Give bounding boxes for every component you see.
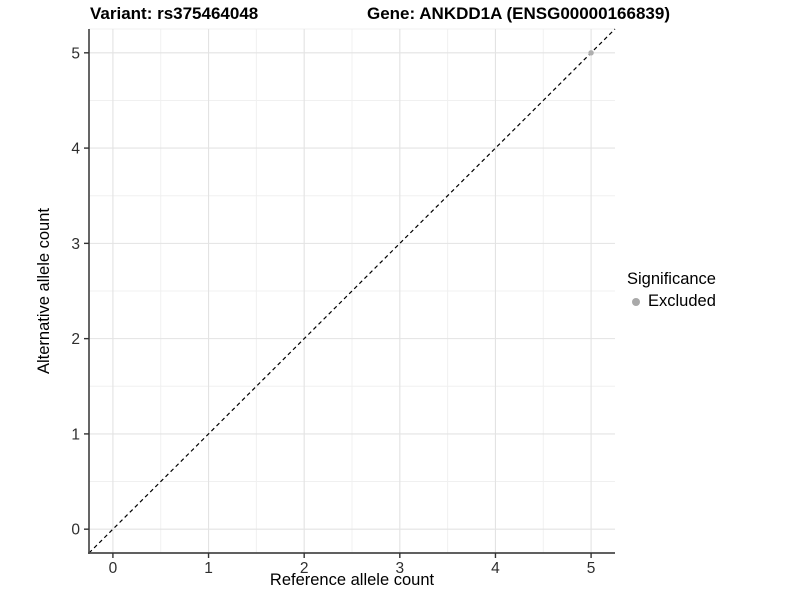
legend-items: Excluded xyxy=(627,292,716,311)
y-tick-label: 4 xyxy=(71,141,80,158)
x-tick-label: 3 xyxy=(396,560,405,577)
y-axis-title: Alternative allele count xyxy=(35,208,53,375)
x-axis-title: Reference allele count xyxy=(269,571,435,589)
y-tick-label: 0 xyxy=(71,522,80,539)
legend: Significance Excluded xyxy=(627,270,716,311)
y-tick-label: 5 xyxy=(71,45,80,62)
x-tick-label: 0 xyxy=(109,560,118,577)
legend-title: Significance xyxy=(627,270,716,288)
variant-title: Variant: rs375464048 xyxy=(90,4,259,23)
legend-item-excluded: Excluded xyxy=(627,292,716,311)
y-tick-label: 3 xyxy=(71,236,80,253)
x-tick-label: 1 xyxy=(204,560,213,577)
x-tick-label: 2 xyxy=(300,560,309,577)
legend-point-marker-icon xyxy=(632,298,640,306)
y-tick-label: 2 xyxy=(71,331,80,348)
y-tick-label: 1 xyxy=(71,426,80,443)
gene-title: Gene: ANKDD1A (ENSG00000166839) xyxy=(367,4,670,23)
data-point-excluded xyxy=(588,50,594,56)
identity-reference-line xyxy=(88,28,616,554)
x-tick-label: 5 xyxy=(587,560,596,577)
legend-item-label: Excluded xyxy=(648,292,716,310)
x-tick-label: 4 xyxy=(491,560,500,577)
